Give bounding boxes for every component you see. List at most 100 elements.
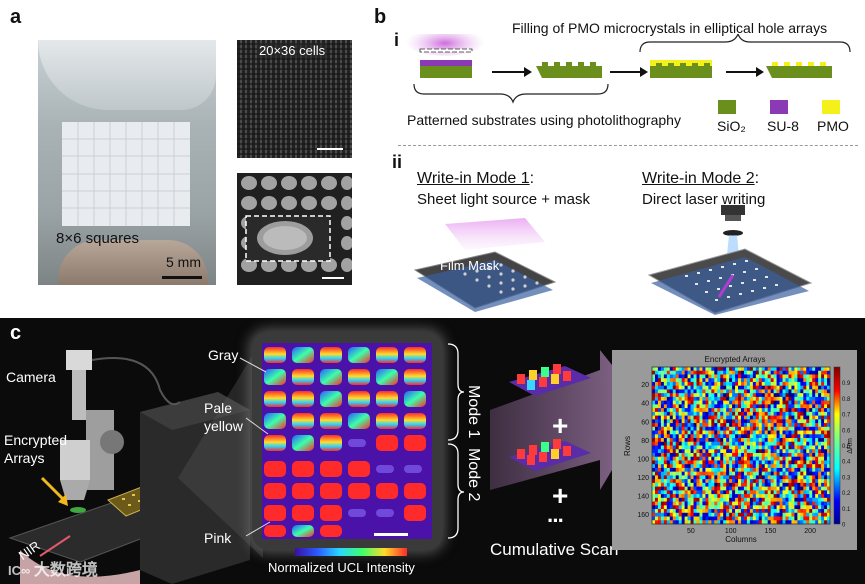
heatmap-cell [696, 438, 700, 443]
heatmap-cell [827, 449, 831, 454]
heatmap-cell [821, 471, 825, 476]
heatmap-cell [800, 501, 804, 506]
heatmap-cell [675, 408, 679, 413]
heatmap-cell [717, 460, 721, 465]
heatmap-cell [681, 452, 685, 458]
heatmap-cell [693, 475, 697, 480]
heatmap-cell [809, 419, 813, 424]
heatmap-cell [738, 479, 742, 484]
heatmap-cell [773, 374, 777, 379]
heatmap-cell [669, 404, 674, 409]
heatmap-cell [794, 449, 798, 454]
heatmap-cell [824, 490, 828, 495]
heatmap-cell [764, 494, 768, 499]
heatmap-cell [743, 423, 748, 428]
heatmap-cell [654, 430, 659, 435]
heatmap-cell [752, 479, 757, 484]
heatmap-cell [669, 374, 674, 379]
heatmap-cell [779, 408, 783, 413]
heatmap-cell [815, 415, 819, 420]
heatmap-cell [821, 516, 825, 521]
legend-pmo: PMO [817, 118, 849, 134]
heatmap-cell [699, 490, 703, 495]
heatmap-cell [729, 460, 733, 465]
heatmap-cell [738, 434, 742, 439]
heatmap-cell [749, 516, 754, 521]
heatmap-cell [746, 370, 751, 375]
heatmap-cell [681, 367, 685, 372]
heatmap-cell [660, 512, 665, 517]
heatmap-cell [720, 408, 724, 413]
heatmap-cell [672, 456, 677, 461]
heatmap-cell [794, 445, 798, 450]
heatmap-cell [669, 367, 674, 372]
heatmap-cell [717, 419, 721, 424]
heatmap-cell [824, 400, 828, 405]
heatmap-cell [699, 456, 703, 461]
heatmap-cell [803, 509, 807, 514]
heatmap-cell [749, 381, 754, 386]
heatmap-cell [657, 381, 662, 386]
heatmap-cell [663, 512, 668, 517]
heatmap-cell [821, 385, 825, 390]
heatmap-cell [735, 456, 739, 461]
heatmap-cell [729, 449, 733, 454]
heatmap-cell [690, 434, 694, 439]
heatmap-cell [690, 520, 694, 525]
heatmap-cell [708, 516, 712, 521]
heatmap-cell [812, 505, 816, 510]
heatmap-cell [803, 452, 807, 458]
heatmap-cell [726, 423, 730, 428]
heatmap-cell [767, 486, 771, 491]
heatmap-cell [785, 374, 789, 379]
heatmap-cell [654, 393, 659, 398]
heatmap-cell [672, 475, 677, 480]
heatmap-cell [693, 501, 697, 506]
heatmap-cell [723, 396, 727, 401]
heatmap-cell [776, 505, 780, 510]
heatmap-cell [818, 464, 822, 469]
heatmap-cell [806, 464, 810, 469]
heatmap-cell [652, 486, 656, 491]
heatmap-cell [758, 396, 763, 401]
heatmap-cell [693, 464, 697, 469]
heatmap-cell [708, 464, 712, 469]
heatmap-cell [785, 423, 789, 428]
heatmap-cell [812, 408, 816, 413]
heatmap-cell [827, 426, 831, 431]
heatmap-cell [711, 505, 715, 510]
heatmap-cell [690, 381, 694, 386]
heatmap-cell [755, 516, 760, 521]
heatmap-cell [824, 445, 828, 450]
heatmap-cell [770, 400, 774, 405]
heatmap-cell [815, 378, 819, 383]
heatmap-cell [764, 430, 768, 435]
heatmap-cell [827, 419, 831, 424]
heatmap-cell [803, 497, 807, 502]
heatmap-cell [776, 516, 780, 521]
heatmap-cell [800, 378, 804, 383]
heatmap-cell [815, 393, 819, 398]
heatmap-cell [723, 520, 727, 525]
heatmap-cell [815, 482, 819, 487]
heatmap-cell [681, 393, 685, 398]
film-mask-label: Film Mask [440, 258, 500, 273]
heatmap-cell [711, 434, 715, 439]
heatmap-cell [755, 490, 760, 495]
heatmap-cell [732, 381, 736, 386]
heatmap-cell [788, 501, 792, 506]
heatmap-cell [794, 475, 798, 480]
heatmap-cell [755, 389, 760, 394]
heatmap-cell [743, 486, 748, 491]
heatmap-cell [714, 408, 718, 413]
heatmap-cell [761, 475, 766, 480]
heatmap-cell [755, 378, 760, 383]
heatmap-cell [764, 512, 768, 517]
heatmap-cell [708, 389, 712, 394]
heatmap-cell [684, 378, 688, 383]
heatmap-cell [803, 389, 807, 394]
heatmap-cell [794, 471, 798, 476]
heatmap-cell [693, 381, 697, 386]
heatmap-cell [714, 430, 718, 435]
heatmap-cell [738, 452, 742, 458]
